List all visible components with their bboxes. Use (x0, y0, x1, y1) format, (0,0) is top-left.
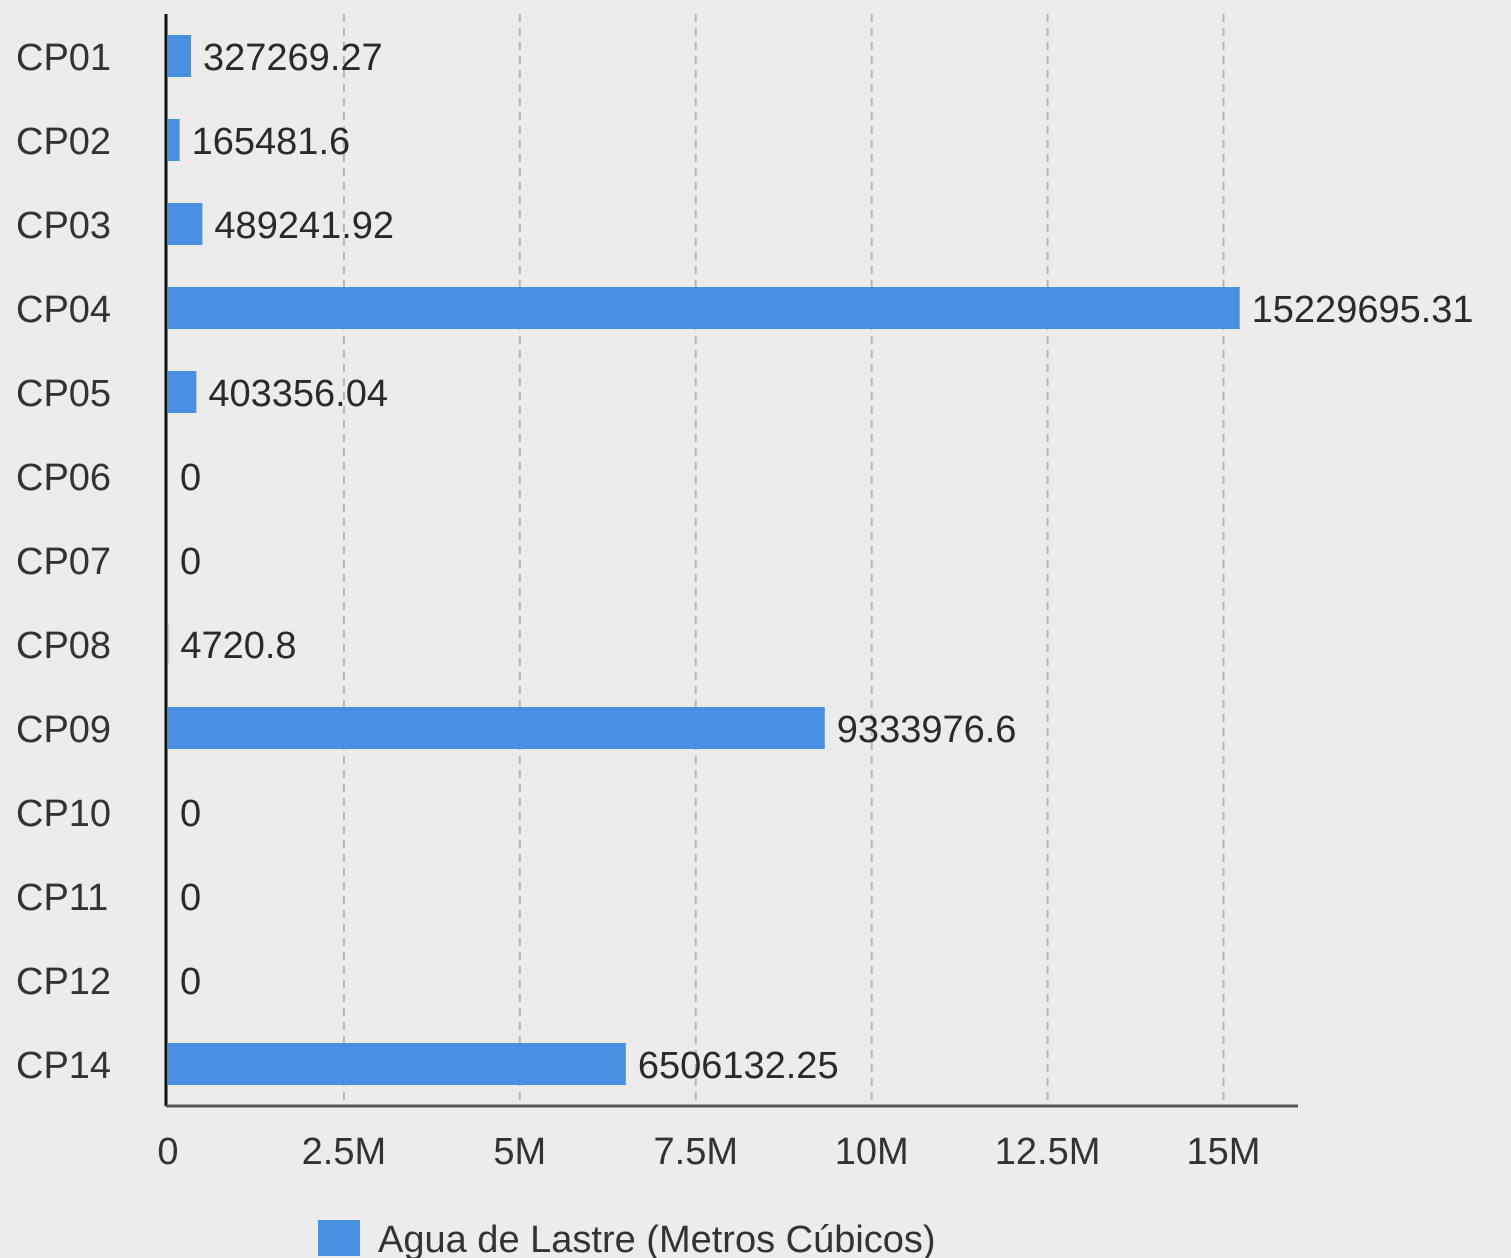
data-label: 165481.6 (192, 121, 351, 163)
category-label: CP04 (16, 289, 111, 331)
category-label: CP05 (16, 373, 111, 415)
bar-cp05[interactable] (168, 371, 197, 413)
data-label: 0 (180, 793, 201, 835)
category-label: CP14 (16, 1045, 111, 1087)
data-label: 489241.92 (214, 205, 394, 247)
bar-cp09[interactable] (168, 707, 825, 749)
x-tick-label: 12.5M (995, 1131, 1101, 1173)
bar-cp04[interactable] (168, 287, 1240, 329)
label-layer: 0 2.5M 5M 7.5M 10M 12.5M 15M CP01 327269.27 CP02 1… (16, 37, 1474, 1173)
x-tick-label: 10M (835, 1131, 909, 1173)
x-tick-label: 15M (1187, 1131, 1261, 1173)
bar-cp14[interactable] (168, 1043, 626, 1085)
category-label: CP01 (16, 37, 111, 79)
category-label: CP09 (16, 709, 111, 751)
bar-cp02[interactable] (168, 119, 180, 161)
data-label: 6506132.25 (638, 1045, 839, 1087)
axis-layer (164, 14, 1298, 1108)
bar-layer (168, 35, 1240, 1085)
data-label: 403356.04 (208, 373, 388, 415)
category-label: CP08 (16, 625, 111, 667)
x-tick-label: 2.5M (302, 1131, 386, 1173)
category-label: CP11 (16, 877, 108, 919)
data-label: 15229695.31 (1252, 289, 1474, 331)
category-label: CP10 (16, 793, 111, 835)
legend-label[interactable]: Agua de Lastre (Metros Cúbicos) (378, 1219, 936, 1258)
legend-swatch[interactable] (318, 1220, 360, 1256)
grid-layer (342, 14, 1225, 1106)
data-label: 327269.27 (203, 37, 383, 79)
bar-cp01[interactable] (168, 35, 192, 77)
category-label: CP03 (16, 205, 111, 247)
bar-cp03[interactable] (168, 203, 203, 245)
x-tick-label: 5M (493, 1131, 546, 1173)
category-label: CP06 (16, 457, 111, 499)
data-label: 0 (180, 541, 201, 583)
x-tick-label: 0 (157, 1131, 178, 1173)
category-label: CP07 (16, 541, 111, 583)
category-label: CP12 (16, 961, 111, 1003)
legend[interactable]: Agua de Lastre (Metros Cúbicos) (318, 1219, 936, 1258)
category-label: CP02 (16, 121, 111, 163)
data-label: 0 (180, 877, 201, 919)
data-label: 0 (180, 457, 201, 499)
x-tick-label: 7.5M (654, 1131, 738, 1173)
data-label: 9333976.6 (837, 709, 1017, 751)
data-label: 4720.8 (180, 625, 296, 667)
data-label: 0 (180, 961, 201, 1003)
